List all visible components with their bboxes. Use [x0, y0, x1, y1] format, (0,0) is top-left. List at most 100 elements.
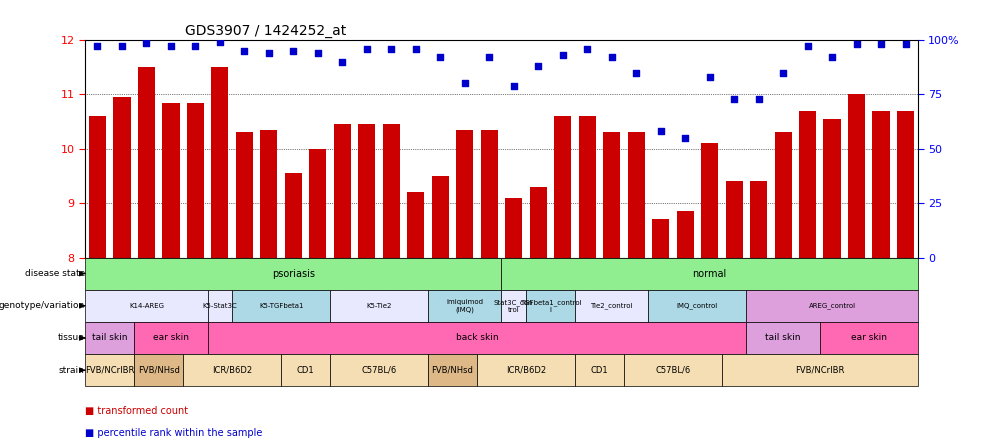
Point	[114, 43, 130, 50]
Text: CD1: CD1	[297, 366, 314, 375]
Bar	[407, 192, 424, 258]
Point	[383, 45, 399, 52]
Point	[334, 58, 350, 65]
Point	[211, 39, 227, 46]
Bar	[231, 290, 330, 322]
Text: strain: strain	[59, 366, 85, 375]
Bar	[525, 290, 574, 322]
Bar	[162, 103, 179, 258]
Bar	[477, 354, 574, 386]
Bar	[431, 176, 449, 258]
Text: FVB/NCrIBR: FVB/NCrIBR	[85, 366, 134, 375]
Bar	[113, 97, 130, 258]
Bar	[676, 211, 693, 258]
Point	[603, 54, 619, 61]
Bar	[872, 111, 889, 258]
Bar	[847, 95, 865, 258]
Point	[824, 54, 840, 61]
Text: tail skin: tail skin	[765, 333, 800, 342]
Point	[187, 43, 203, 50]
Bar	[774, 132, 791, 258]
Point	[897, 41, 913, 48]
Text: FVB/NHsd: FVB/NHsd	[431, 366, 473, 375]
Point	[554, 52, 570, 59]
Text: TGFbeta1_control
l: TGFbeta1_control l	[519, 299, 581, 313]
Bar	[309, 149, 326, 258]
Text: normal: normal	[691, 269, 726, 279]
Bar	[85, 322, 134, 354]
Point	[725, 95, 741, 102]
Point	[89, 43, 105, 50]
Text: tissue: tissue	[58, 333, 85, 342]
Text: FVB/NCrIBR: FVB/NCrIBR	[795, 366, 844, 375]
Bar	[261, 130, 278, 258]
Point	[676, 135, 692, 142]
Bar	[553, 116, 571, 258]
Text: K14-AREG: K14-AREG	[129, 303, 163, 309]
Bar	[574, 354, 623, 386]
Point	[505, 82, 521, 89]
Point	[285, 48, 301, 55]
Bar	[334, 124, 351, 258]
Point	[432, 54, 448, 61]
Point	[749, 95, 766, 102]
Text: ear skin: ear skin	[152, 333, 188, 342]
Bar	[211, 67, 228, 258]
Bar	[358, 124, 375, 258]
Point	[872, 41, 888, 48]
Text: FVB/NHsd: FVB/NHsd	[137, 366, 179, 375]
Text: K5-TGFbeta1: K5-TGFbeta1	[259, 303, 303, 309]
Text: ■ percentile rank within the sample: ■ percentile rank within the sample	[85, 428, 263, 438]
Point	[775, 69, 791, 76]
Bar	[529, 187, 546, 258]
Bar	[383, 124, 400, 258]
Bar	[745, 322, 819, 354]
Point	[359, 45, 375, 52]
Bar	[183, 354, 281, 386]
Bar	[428, 354, 477, 386]
Point	[481, 54, 497, 61]
Text: Stat3C_con
trol: Stat3C_con trol	[494, 299, 533, 313]
Bar	[137, 67, 155, 258]
Bar	[823, 119, 840, 258]
Point	[700, 73, 716, 80]
Point	[799, 43, 815, 50]
Text: ■ transformed count: ■ transformed count	[85, 406, 188, 416]
Text: C57BL/6: C57BL/6	[361, 366, 397, 375]
Text: AREG_control: AREG_control	[808, 302, 855, 309]
Bar	[428, 290, 501, 322]
Text: back skin: back skin	[455, 333, 498, 342]
Text: ICR/B6D2: ICR/B6D2	[505, 366, 545, 375]
Text: disease state: disease state	[24, 269, 85, 278]
Bar	[651, 219, 668, 258]
Bar	[456, 130, 473, 258]
Point	[848, 41, 864, 48]
Point	[138, 40, 154, 47]
Point	[310, 49, 326, 56]
Bar	[623, 354, 721, 386]
Text: C57BL/6: C57BL/6	[654, 366, 689, 375]
Bar	[721, 354, 917, 386]
Bar	[186, 103, 203, 258]
Bar	[134, 354, 183, 386]
Text: K5-Tie2: K5-Tie2	[366, 303, 392, 309]
Point	[408, 45, 424, 52]
Bar	[505, 198, 522, 258]
Bar	[819, 322, 917, 354]
Text: ear skin: ear skin	[850, 333, 886, 342]
Bar	[799, 111, 816, 258]
Bar	[480, 130, 497, 258]
Bar	[724, 182, 741, 258]
Point	[627, 69, 643, 76]
Point	[236, 48, 253, 55]
Point	[261, 49, 277, 56]
Bar	[330, 354, 428, 386]
Bar	[896, 111, 913, 258]
Bar	[85, 354, 134, 386]
Bar	[745, 290, 917, 322]
Bar	[85, 290, 207, 322]
Point	[162, 43, 178, 50]
Bar	[700, 143, 717, 258]
Point	[652, 128, 668, 135]
Bar	[285, 173, 302, 258]
